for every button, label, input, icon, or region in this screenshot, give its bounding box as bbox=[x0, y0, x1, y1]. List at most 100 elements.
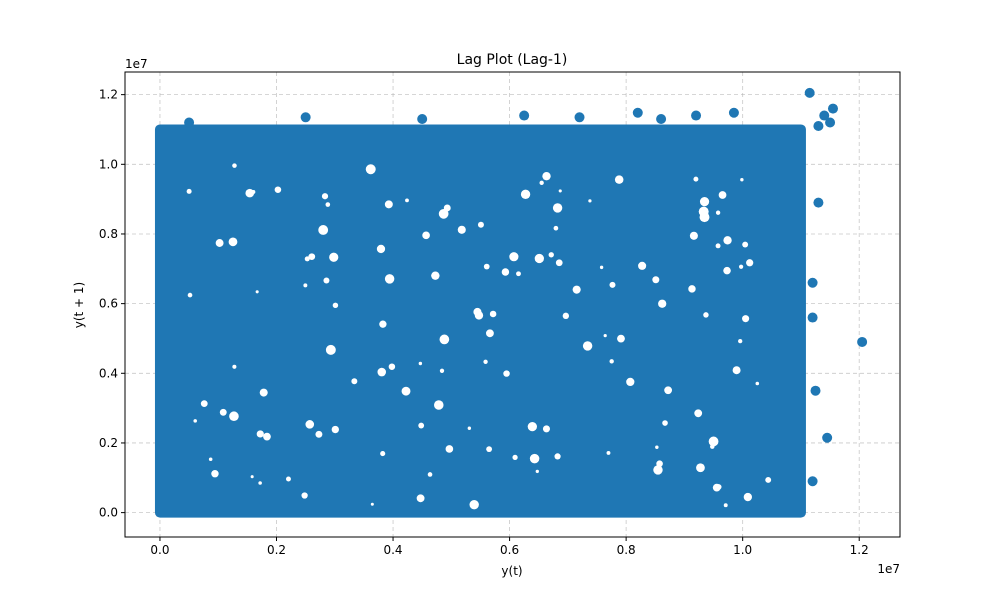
dense-scatter-region bbox=[154, 124, 806, 518]
y-tick-label-6: 1.2 bbox=[99, 88, 118, 102]
scatter-gap bbox=[599, 265, 604, 270]
scatter-gap bbox=[626, 377, 635, 387]
scatter-gap bbox=[418, 361, 423, 366]
scatter-gap bbox=[699, 197, 710, 207]
scatter-gap bbox=[304, 256, 310, 262]
scatter-gap bbox=[742, 315, 750, 323]
scatter-gap bbox=[308, 253, 316, 261]
scatter-gap bbox=[534, 253, 544, 264]
scatter-gap bbox=[258, 481, 262, 485]
scatter-gap bbox=[572, 285, 581, 294]
scatter-gap bbox=[542, 171, 551, 181]
scatter-gap bbox=[263, 432, 271, 441]
scatter-point-0 bbox=[804, 87, 815, 98]
scatter-gap bbox=[553, 225, 559, 231]
scatter-gap bbox=[558, 189, 562, 193]
scatter-gap bbox=[438, 208, 449, 219]
scatter-gap bbox=[193, 419, 197, 423]
scatter-gap bbox=[527, 422, 537, 432]
scatter-gap bbox=[655, 445, 659, 449]
scatter-gap bbox=[697, 463, 703, 469]
scatter-gap bbox=[693, 176, 699, 182]
scatter-gap bbox=[379, 320, 387, 328]
scatter-gap bbox=[582, 341, 593, 351]
scatter-gap bbox=[552, 203, 563, 213]
scatter-gap bbox=[186, 188, 192, 194]
x-tick-label-6: 1.2 bbox=[850, 543, 869, 557]
scatter-gap bbox=[708, 436, 719, 447]
x-tick-label-2: 0.4 bbox=[383, 543, 402, 557]
y-axis-ticks: 0.0 0.2 0.4 0.6 0.8 1.0 1.2 bbox=[99, 88, 125, 520]
scatter-gap bbox=[688, 285, 696, 293]
scatter-point-7 bbox=[825, 117, 836, 128]
scatter-gap bbox=[208, 457, 213, 462]
scatter-gap bbox=[331, 425, 339, 434]
scatter-gap bbox=[689, 231, 698, 240]
scatter-gap bbox=[384, 200, 393, 209]
y-tick-label-1: 0.2 bbox=[99, 436, 118, 450]
y-axis-label: y(t + 1) bbox=[72, 282, 86, 329]
scatter-gap bbox=[486, 329, 494, 338]
plot-frame bbox=[124, 71, 901, 538]
scatter-gap bbox=[755, 381, 760, 386]
scatter-gap bbox=[609, 359, 614, 364]
scatter-gap bbox=[325, 344, 336, 355]
scatter-gap bbox=[743, 492, 753, 502]
scatter-gap bbox=[520, 189, 531, 200]
scatter-gap bbox=[427, 472, 433, 477]
x-tick-label-1: 0.2 bbox=[267, 543, 286, 557]
scatter-gap bbox=[228, 237, 238, 247]
scatter-point-20 bbox=[656, 114, 667, 125]
scatter-gap bbox=[732, 366, 741, 375]
scatter-gap bbox=[746, 259, 754, 267]
scatter-gap bbox=[723, 236, 732, 245]
scatter-gap bbox=[323, 277, 330, 284]
scatter-gap bbox=[250, 475, 254, 479]
scatter-gap bbox=[529, 453, 540, 464]
scatter-gap bbox=[232, 163, 237, 168]
y-tick-label-4: 0.8 bbox=[99, 227, 118, 241]
scatter-gap bbox=[509, 252, 519, 262]
scatter-gap bbox=[286, 476, 291, 482]
scatter-gap bbox=[489, 310, 497, 318]
scatter-gap bbox=[658, 299, 667, 308]
scatter-gap bbox=[473, 307, 482, 316]
scatter-gap bbox=[723, 266, 731, 275]
scatter-gap bbox=[351, 378, 358, 385]
scatter-gap bbox=[712, 483, 721, 492]
scatter-gap bbox=[535, 469, 539, 474]
scatter-gap bbox=[483, 359, 488, 364]
scatter-gap bbox=[274, 186, 282, 194]
scatter-gap bbox=[662, 420, 668, 426]
scatter-gap bbox=[219, 408, 227, 416]
scatter-points bbox=[184, 87, 868, 487]
scatter-gap bbox=[638, 261, 647, 270]
scatter-gap bbox=[215, 239, 224, 247]
scatter-gap bbox=[516, 271, 521, 277]
scatter-gap bbox=[765, 477, 772, 483]
scatter-gap bbox=[501, 268, 510, 276]
scatter-gap bbox=[512, 454, 518, 460]
y-tick-label-0: 0.0 bbox=[99, 506, 118, 520]
y-tick-label-3: 0.6 bbox=[99, 297, 118, 311]
scatter-point-5 bbox=[819, 110, 830, 121]
scatter-gap bbox=[588, 199, 592, 203]
scatter-point-10 bbox=[813, 197, 824, 208]
scatter-gap bbox=[542, 425, 550, 433]
scatter-gap bbox=[232, 364, 237, 369]
scatter-gap bbox=[370, 502, 374, 506]
x-tick-label-4: 0.8 bbox=[617, 543, 636, 557]
scatter-gap bbox=[384, 274, 395, 284]
x-tick-label-3: 0.6 bbox=[500, 543, 519, 557]
x-offset-label: 1e7 bbox=[877, 562, 900, 576]
scatter-gap bbox=[416, 494, 425, 503]
x-tick-label-0: 0.0 bbox=[150, 543, 169, 557]
scatter-gap bbox=[325, 202, 331, 207]
scatter-gap bbox=[445, 445, 454, 453]
scatter-gap bbox=[699, 212, 710, 223]
scatter-gap bbox=[614, 175, 624, 184]
scatter-gap bbox=[332, 302, 339, 309]
scatter-gap bbox=[376, 244, 386, 254]
scatter-gap bbox=[606, 450, 611, 455]
